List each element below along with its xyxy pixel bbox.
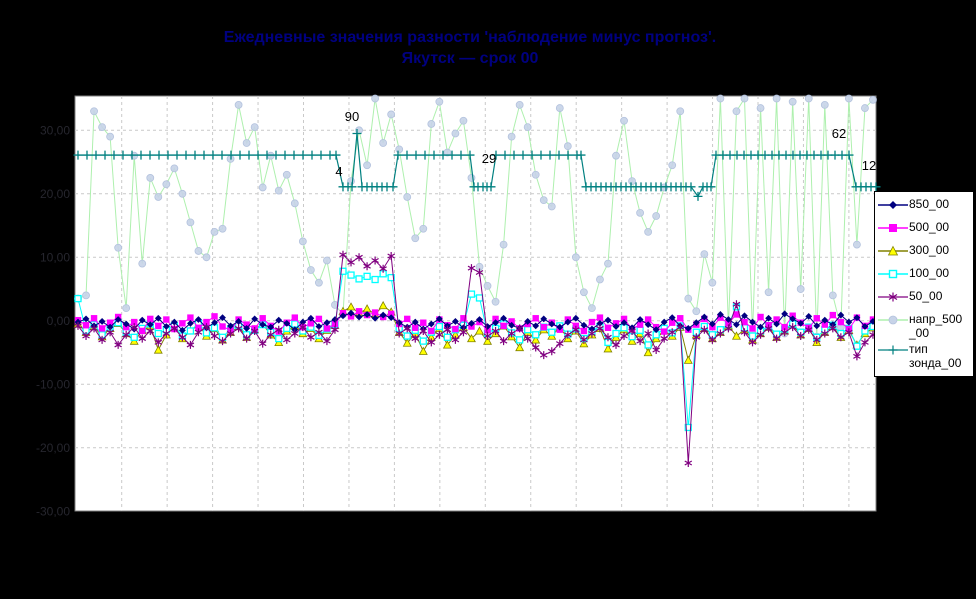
data-label: 62 [832, 126, 846, 141]
series-850-marker-icon [878, 201, 908, 209]
series-500-marker-icon [878, 224, 908, 232]
chart-title: Ежедневные значения разности 'наблюдение… [0, 27, 940, 69]
legend-label-50: 50_00 [909, 289, 943, 303]
data-label: 90 [345, 109, 359, 124]
series-tip-zonda [73, 128, 881, 201]
legend-item-50: 50_00 [877, 289, 971, 303]
series-50_00 [74, 250, 877, 468]
chart-title-line1: Ежедневные значения разности 'наблюдение… [223, 29, 717, 46]
y-axis-labels: 30,00 20,00 10,00 0,00 -10,00 -20,00 -30,00 [36, 123, 70, 518]
series-tip-zonda-marker-icon [878, 345, 908, 355]
legend-item-300: 300_00 [877, 243, 971, 257]
legend-item-100: 100_00 [877, 266, 971, 280]
data-label: 12 [862, 158, 876, 173]
legend-item-500: 500_00 [877, 220, 971, 234]
y-axis-label: 30,00 [40, 123, 70, 137]
y-axis-label: 0,00 [47, 314, 71, 328]
series-napr-500-marker-icon [878, 315, 908, 325]
legend-item-850: 850_00 [877, 197, 971, 211]
y-axis-label: -10,00 [36, 377, 70, 391]
legend-label-100: 100_00 [909, 266, 950, 280]
plot-background [74, 95, 877, 512]
series-300-marker-icon [878, 245, 908, 256]
y-axis-label: 10,00 [40, 250, 70, 264]
series-100-marker-icon [878, 269, 908, 279]
data-label: 4 [335, 164, 342, 179]
legend-label-850: 850_00 [909, 197, 950, 211]
series-напр_500_00 [74, 94, 877, 341]
legend-label-300: 300_00 [909, 243, 950, 257]
y-axis-label: -20,00 [36, 441, 70, 455]
series-50-marker-icon [878, 292, 908, 302]
legend-label-tip-zonda: тип зонда_00 [909, 342, 962, 370]
legend-item-tip-zonda: тип зонда_00 [877, 342, 971, 370]
chart-legend[interactable]: 850_00 500_00 300_00 100_00 [874, 191, 974, 377]
chart-title-line2: Якутск — срок 00 [401, 50, 539, 67]
y-axis-label: 20,00 [40, 187, 70, 201]
legend-label-500: 500_00 [909, 220, 950, 234]
annotations: 90 4 29 62 12 [335, 109, 876, 179]
legend-label-napr-500: напр_500 _00 [909, 312, 963, 340]
y-axis-label: -30,00 [36, 504, 70, 518]
data-label: 29 [482, 151, 496, 166]
legend-item-napr-500: напр_500 _00 [877, 312, 971, 340]
series-850_00 [74, 309, 877, 334]
